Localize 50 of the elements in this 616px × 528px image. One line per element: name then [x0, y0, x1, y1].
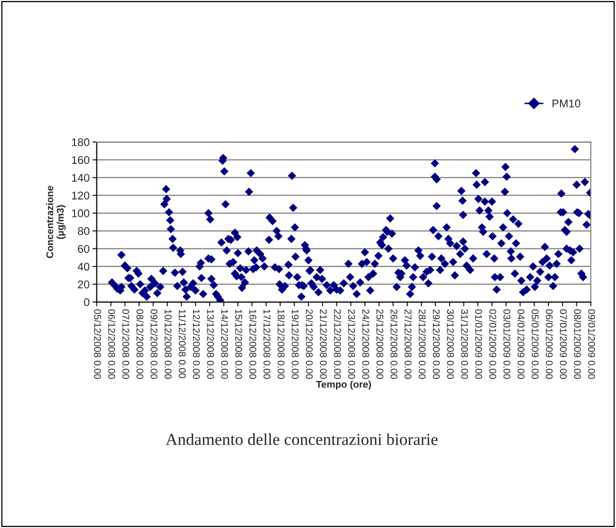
- y-tick-label: 20: [78, 280, 90, 288]
- x-tick-label: 27/12/2008 0.00: [404, 309, 412, 379]
- x-tick-label: 10/12/2008 0.00: [164, 310, 172, 379]
- y-axis-title: Concentrazione (µg/m3): [46, 186, 66, 258]
- x-tick-label: 09/12/2008 0.00: [150, 309, 158, 379]
- x-tick-label: 19/12/2008 0.00: [292, 310, 299, 379]
- x-tick-label: 06/12/2008 0.00: [108, 309, 116, 379]
- y-tick-label: 160: [72, 156, 90, 164]
- text: Andamento delle concentrazioni biorarie: [166, 433, 438, 446]
- y-tick-label: 120: [72, 192, 90, 200]
- x-tick-label: 24/12/2008 0.00: [362, 309, 370, 379]
- legend-label: PM10: [552, 100, 580, 108]
- x-tick-label: 28/12/2008 0.00: [418, 309, 426, 379]
- x-tick-label: 22/12/2008 0.00: [334, 309, 342, 379]
- x-tick-label: 06/01/2009 0.00: [546, 309, 553, 379]
- x-tick-label: 07/12/2008 0.00: [122, 309, 130, 379]
- y-tick-label: 80: [78, 227, 90, 236]
- x-tick-label: 08/01/2009 0.00: [574, 309, 582, 379]
- x-tick-label: 29/12/2008 0.00: [432, 309, 440, 379]
- x-axis-title: Tempo (ore): [316, 380, 371, 390]
- x-tick-label: 05/01/2009 0.00: [532, 309, 539, 379]
- x-tick-label: 04/01/2009 0.00: [518, 309, 525, 379]
- y-tick-label: 100: [72, 209, 90, 218]
- x-tick-label: 25/12/2008 0.00: [376, 309, 384, 379]
- y-tick-label: 40: [78, 262, 90, 271]
- x-tick-label: 30/12/2008 0.00: [446, 309, 454, 379]
- y-tick-label: 140: [72, 174, 90, 182]
- x-tick-label: 31/12/2008 0.00: [461, 309, 468, 379]
- x-tick-label: 08/12/2008 0.00: [136, 309, 144, 379]
- x-tick-label: 16/12/2008 0.00: [249, 310, 257, 379]
- y-tick-label: 0: [84, 298, 90, 306]
- x-tick-label: 26/12/2008 0.00: [390, 309, 398, 379]
- x-tick-label: 02/01/2009 0.00: [489, 309, 496, 379]
- x-tick-label: 15/12/2008 0.00: [235, 310, 242, 379]
- x-tick-label: 20/12/2008 0.00: [306, 309, 313, 379]
- x-tick-label: 01/01/2009 0.00: [475, 309, 482, 379]
- x-tick-label: 17/12/2008 0.00: [263, 310, 271, 379]
- x-tick-label: 13/12/2008 0.00: [207, 310, 214, 379]
- y-tick-label: 180: [72, 138, 90, 146]
- y-tick-label: 60: [78, 244, 90, 253]
- x-tick-label: 11/12/2008 0.00: [178, 310, 186, 378]
- x-tick-label: 05/12/2008 0.00: [94, 309, 102, 379]
- x-tick-label: 12/12/2008 0.00: [192, 310, 200, 379]
- x-tick-label: 09/01/2009 0.00: [588, 309, 596, 379]
- x-tick-label: 21/12/2008 0.00: [320, 309, 328, 379]
- x-tick-label: 18/12/2008 0.00: [278, 310, 285, 379]
- x-tick-label: 23/12/2008 0.00: [348, 309, 356, 379]
- x-tick-label: 14/12/2008 0.00: [221, 310, 228, 379]
- x-tick-label: 07/01/2009 0.00: [560, 309, 568, 379]
- x-tick-label: 03/01/2009 0.00: [503, 309, 511, 379]
